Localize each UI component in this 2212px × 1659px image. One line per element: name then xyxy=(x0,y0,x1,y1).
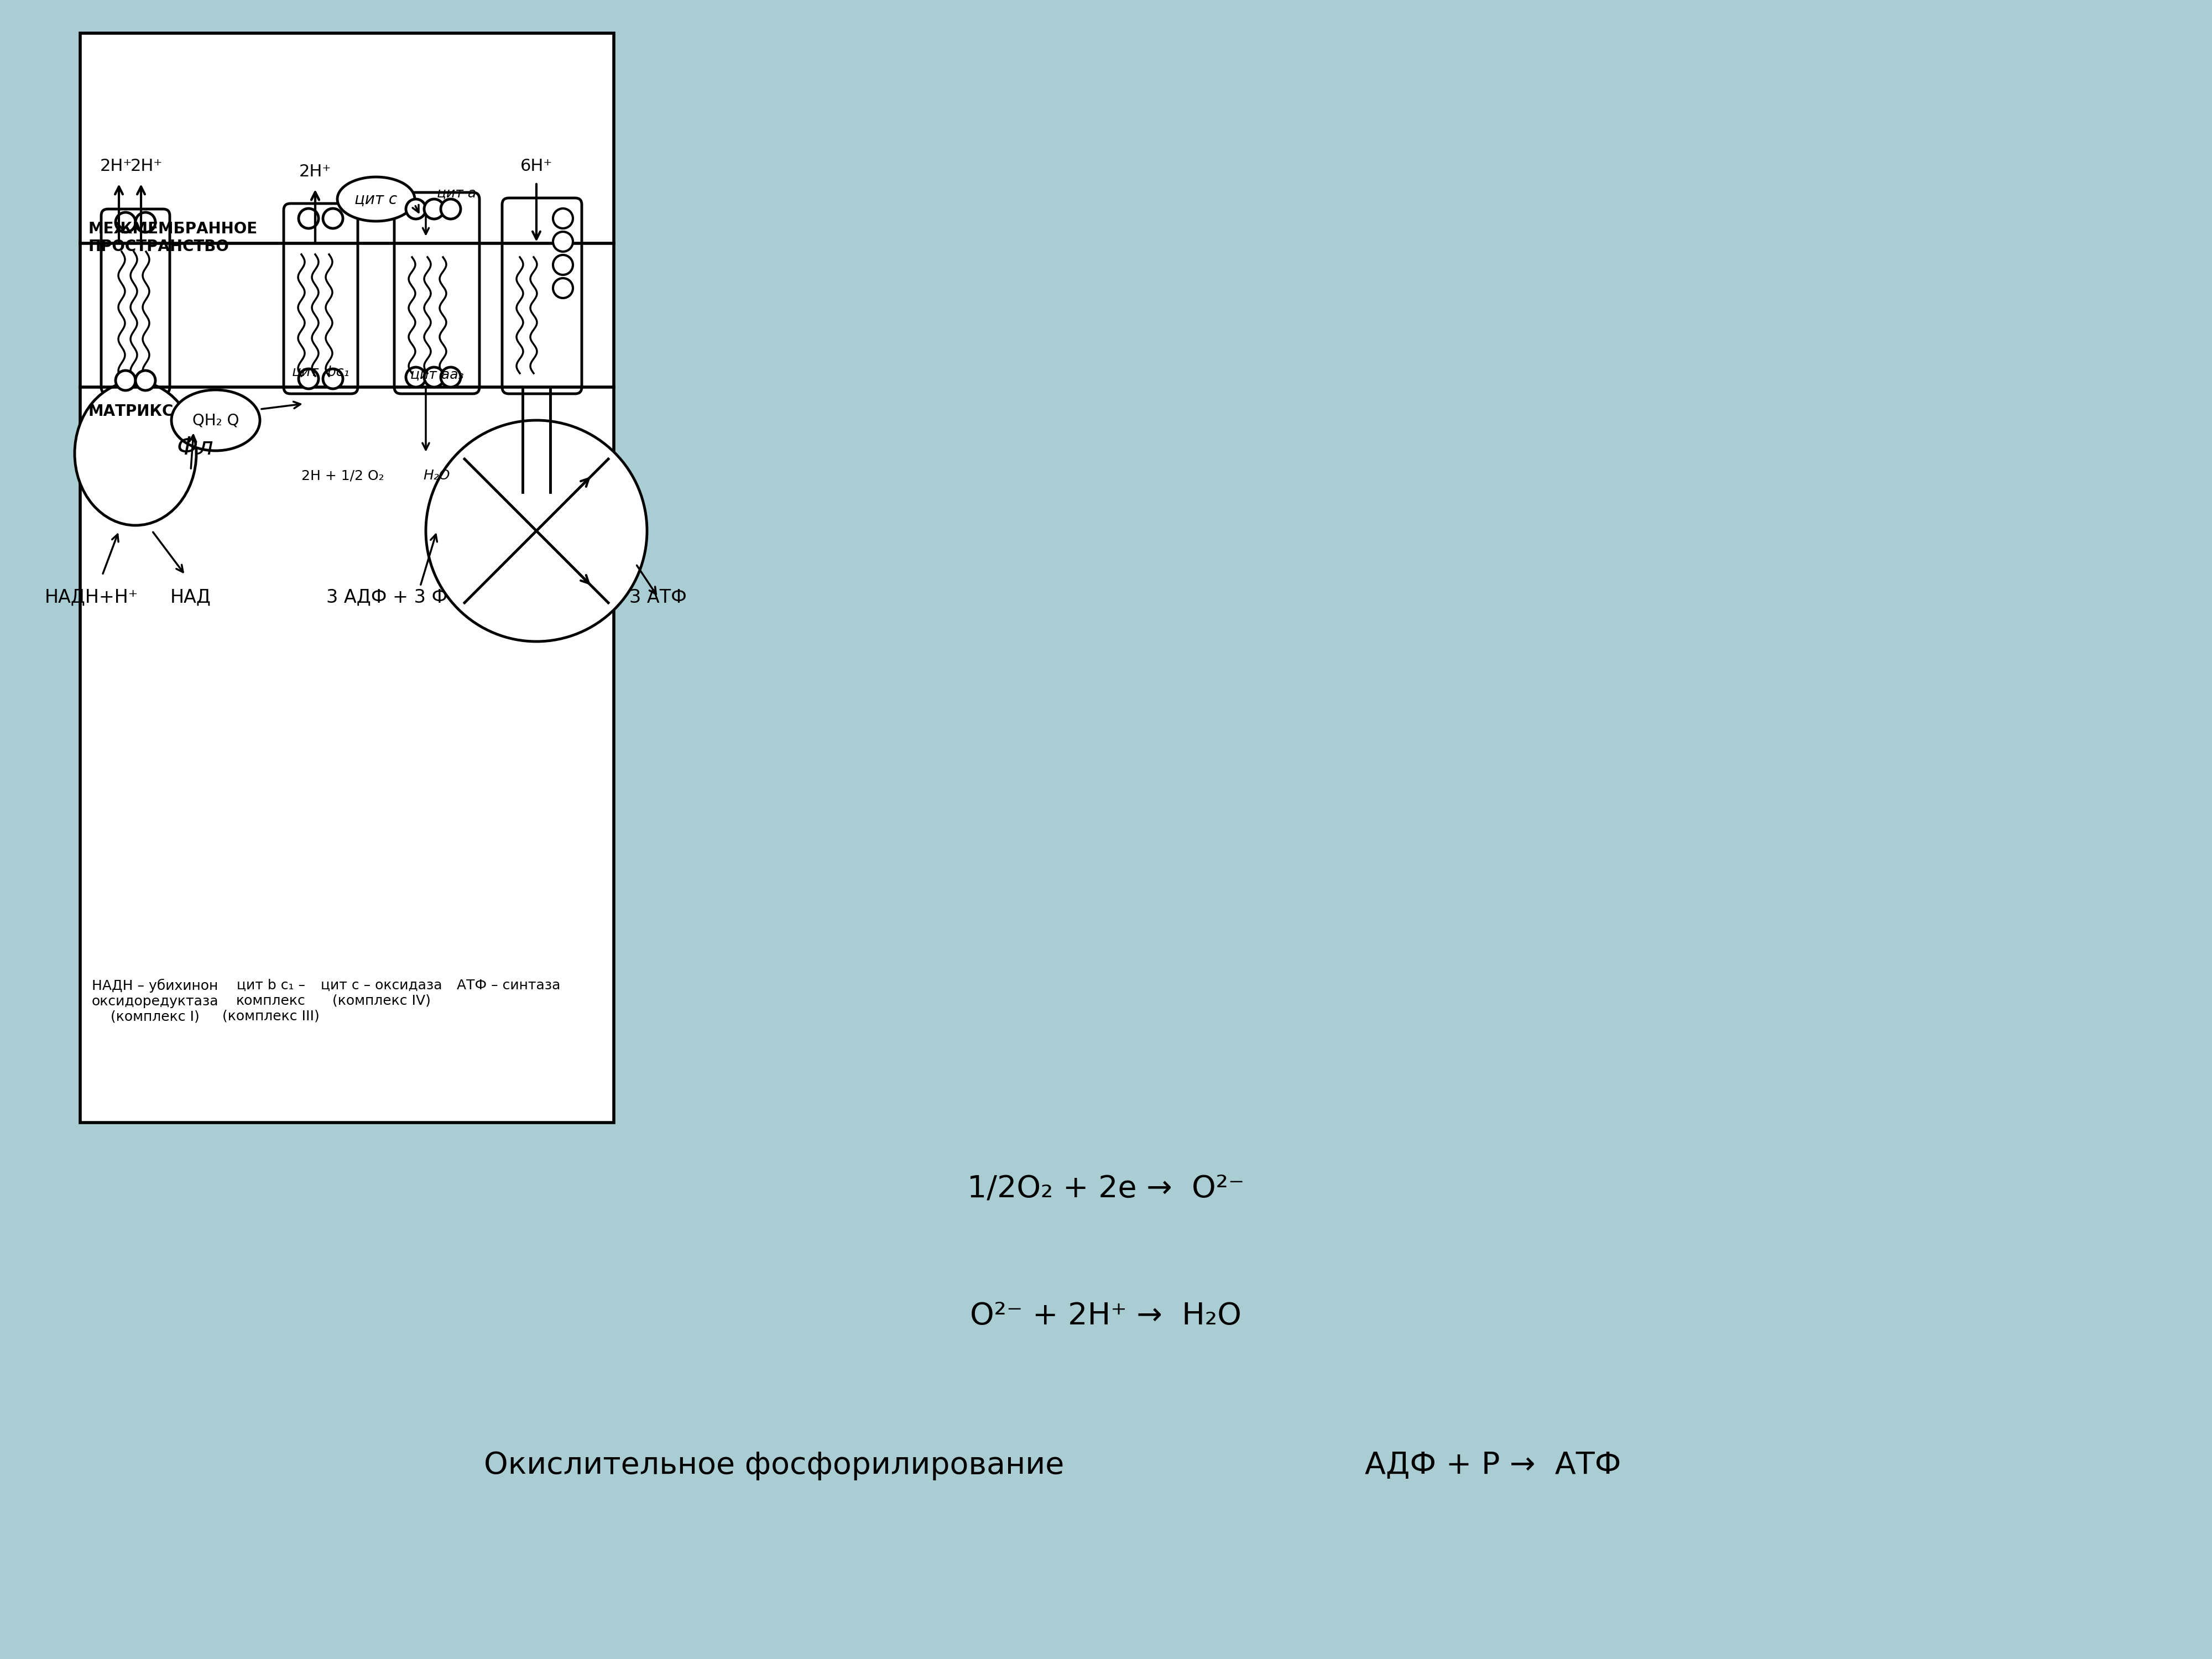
Text: 2H⁺: 2H⁺ xyxy=(100,158,133,174)
Text: АТФ – синтаза: АТФ – синтаза xyxy=(458,979,560,992)
Circle shape xyxy=(553,232,573,252)
Circle shape xyxy=(407,367,425,387)
Circle shape xyxy=(553,255,573,275)
Ellipse shape xyxy=(336,178,416,221)
Text: QH₂ Q: QH₂ Q xyxy=(192,413,239,428)
Circle shape xyxy=(115,212,135,232)
Circle shape xyxy=(553,279,573,299)
Circle shape xyxy=(425,367,445,387)
Text: НАДН – убихинон
оксидоредуктаза
(комплекс I): НАДН – убихинон оксидоредуктаза (комплек… xyxy=(91,979,219,1024)
FancyBboxPatch shape xyxy=(394,192,480,393)
Text: цит c – оксидаза
(комплекс IV): цит c – оксидаза (комплекс IV) xyxy=(321,979,442,1007)
Text: 1/2O₂ + 2e →  O²⁻: 1/2O₂ + 2e → O²⁻ xyxy=(967,1175,1245,1204)
Text: цит  bc₁: цит bc₁ xyxy=(292,365,349,378)
Text: цит b c₁ –
комплекс
(комплекс III): цит b c₁ – комплекс (комплекс III) xyxy=(223,979,319,1024)
Circle shape xyxy=(440,199,460,219)
Text: НАД: НАД xyxy=(170,589,210,607)
Text: цит c: цит c xyxy=(354,191,398,207)
Circle shape xyxy=(115,370,135,390)
Circle shape xyxy=(440,367,460,387)
Text: цит a: цит a xyxy=(438,187,476,201)
Circle shape xyxy=(407,199,425,219)
Circle shape xyxy=(299,368,319,388)
Text: 2H⁺: 2H⁺ xyxy=(131,158,164,174)
Text: 2H + 1/2 O₂: 2H + 1/2 O₂ xyxy=(301,469,385,483)
Text: Окислительное фосфорилирование: Окислительное фосфорилирование xyxy=(484,1450,1064,1480)
Text: O²⁻ + 2H⁺ →  H₂O: O²⁻ + 2H⁺ → H₂O xyxy=(971,1301,1241,1331)
Circle shape xyxy=(425,420,646,642)
Circle shape xyxy=(425,199,445,219)
Text: H₂O: H₂O xyxy=(422,469,451,483)
Text: 6H⁺: 6H⁺ xyxy=(520,158,553,174)
Circle shape xyxy=(135,370,155,390)
Text: 3 АДФ + 3 Ф: 3 АДФ + 3 Ф xyxy=(327,589,447,607)
FancyBboxPatch shape xyxy=(502,197,582,393)
Text: АДФ + Р →  АТФ: АДФ + Р → АТФ xyxy=(1365,1450,1621,1480)
Circle shape xyxy=(553,209,573,229)
Text: МЕЖМЕМБРАННОЕ
ПРОСТРАНСТВО: МЕЖМЕМБРАННОЕ ПРОСТРАНСТВО xyxy=(88,221,259,254)
Bar xyxy=(80,33,615,1123)
FancyBboxPatch shape xyxy=(283,204,358,393)
Circle shape xyxy=(323,368,343,388)
Circle shape xyxy=(323,209,343,229)
Text: 2H⁺: 2H⁺ xyxy=(299,164,332,179)
Text: НАДН+Н⁺: НАДН+Н⁺ xyxy=(44,589,137,607)
Text: Фл: Фл xyxy=(177,436,215,460)
Ellipse shape xyxy=(75,382,197,526)
Text: 3 АТФ: 3 АТФ xyxy=(630,589,686,607)
Ellipse shape xyxy=(173,390,261,451)
Text: цит aa₃: цит aa₃ xyxy=(409,368,465,382)
Text: МАТРИКС: МАТРИКС xyxy=(88,403,175,420)
FancyBboxPatch shape xyxy=(102,209,170,393)
Circle shape xyxy=(299,209,319,229)
Circle shape xyxy=(135,212,155,232)
